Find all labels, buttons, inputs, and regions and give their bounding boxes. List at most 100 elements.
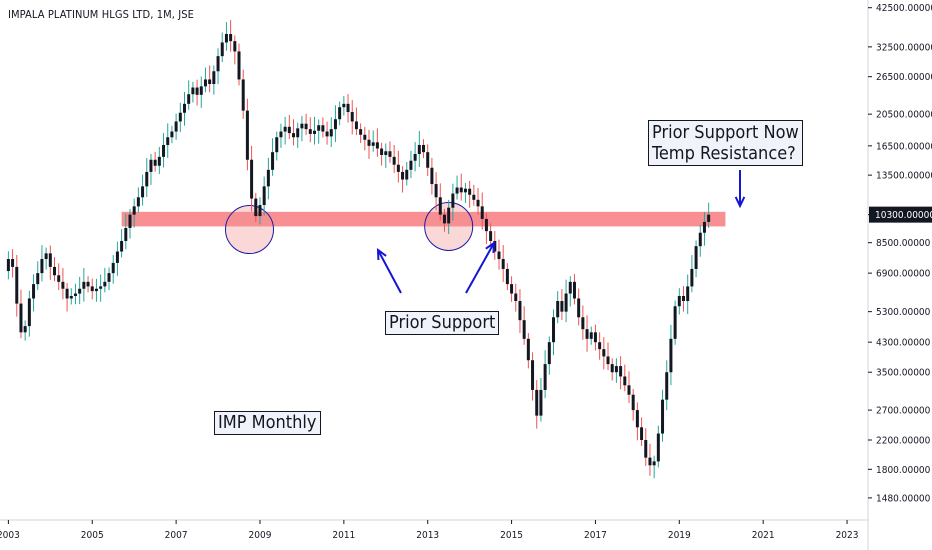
candle-body (275, 137, 279, 153)
candle-body (564, 293, 568, 312)
candle-body (325, 131, 329, 137)
candle-body (354, 121, 358, 130)
price-tick-label: 32500.00000 (876, 42, 932, 53)
candle-body (266, 169, 270, 187)
last-price-label: 10300.00000 (875, 210, 932, 221)
candle-body (472, 194, 476, 200)
candle-body (656, 433, 660, 462)
candle-body (501, 259, 505, 269)
candle-body (237, 51, 241, 80)
candle-body (342, 103, 346, 108)
candle-body (346, 103, 350, 113)
candle-body (283, 126, 287, 132)
candle-body (707, 214, 711, 222)
candle-body (648, 457, 652, 466)
candle-body (312, 130, 316, 134)
candle-body (82, 281, 86, 289)
candle-body (510, 284, 514, 294)
candle-body (598, 342, 602, 350)
candle-body (300, 123, 304, 129)
price-tick-label: 2700.00000 (876, 406, 931, 417)
candle-body (145, 171, 149, 187)
price-tick-label: 13500.00000 (876, 171, 932, 182)
candle-body (405, 169, 409, 180)
resistance-note-line2: Temp Resistance? (652, 143, 796, 164)
candle-body (388, 151, 392, 157)
candle-body (531, 360, 535, 390)
resistance-note-line1: Prior Support Now (652, 122, 799, 143)
candle-body (162, 144, 166, 157)
time-tick-label: 2017 (584, 530, 607, 541)
candle-body (157, 156, 161, 166)
candle-body (241, 79, 245, 111)
candle-body (526, 338, 530, 361)
arrow-right-head (485, 240, 496, 254)
candle-body (606, 356, 610, 365)
time-tick-label: 2021 (752, 530, 775, 541)
candle-body (518, 301, 522, 321)
candle-body (417, 144, 421, 155)
candle-body (375, 142, 379, 149)
candle-body (442, 214, 446, 224)
candle-body (602, 349, 606, 357)
chart-title: IMPALA PLATINUM HLGS LTD, 1M, JSE (8, 8, 194, 21)
candle-body (199, 86, 203, 95)
candle-body (195, 87, 199, 95)
candle-body (250, 159, 254, 199)
candle-body (258, 205, 262, 217)
candle-body (363, 134, 367, 140)
candle-body (367, 139, 371, 146)
candle-body (585, 329, 589, 339)
candle-body (438, 197, 442, 215)
candle-body (329, 129, 333, 137)
candle-body (455, 187, 459, 194)
candle-body (552, 317, 556, 343)
candle-body (409, 160, 413, 170)
candle-body (371, 142, 375, 146)
candle-body (489, 231, 493, 241)
candle-body (216, 56, 220, 72)
candle-body (191, 87, 195, 95)
candle-body (430, 167, 434, 185)
candle-body (589, 332, 593, 339)
price-tick-label: 3500.00000 (876, 368, 931, 379)
time-tick-label: 2007 (165, 530, 188, 541)
candle-body (220, 42, 224, 57)
arrow-down-head (734, 196, 746, 209)
candle-body (99, 286, 103, 289)
candle-body (23, 326, 27, 333)
candle-body (44, 253, 48, 260)
candle-body (6, 259, 10, 272)
candle-body (610, 364, 614, 373)
candle-body (115, 251, 119, 263)
candle-body (271, 152, 275, 170)
candle-body (308, 129, 312, 134)
candle-body (690, 268, 694, 287)
candle-body (86, 281, 90, 287)
candle-body (57, 275, 61, 282)
candle-body (187, 94, 191, 104)
time-tick-label: 2023 (836, 530, 859, 541)
candle-body (522, 320, 526, 339)
candle-body (304, 123, 308, 130)
time-tick-label: 2015 (500, 530, 523, 541)
candle-body (661, 399, 665, 434)
price-tick-label: 4300.00000 (876, 338, 931, 349)
price-tick-label: 42500.00000 (876, 3, 932, 14)
candle-body (535, 389, 539, 416)
candle-body (392, 156, 396, 165)
candle-body (480, 206, 484, 219)
candle-body (224, 33, 228, 43)
candle-body (581, 317, 585, 330)
candle-body (463, 188, 467, 193)
candle-body (111, 262, 115, 274)
candle-body (560, 301, 564, 312)
candle-body (124, 227, 128, 241)
candle-body (132, 206, 136, 215)
last-price-tag (869, 206, 932, 223)
candle-body (698, 232, 702, 247)
candle-body (447, 207, 451, 224)
candle-body (426, 152, 430, 168)
resistance-note: Prior Support Now Temp Resistance? (648, 120, 803, 166)
